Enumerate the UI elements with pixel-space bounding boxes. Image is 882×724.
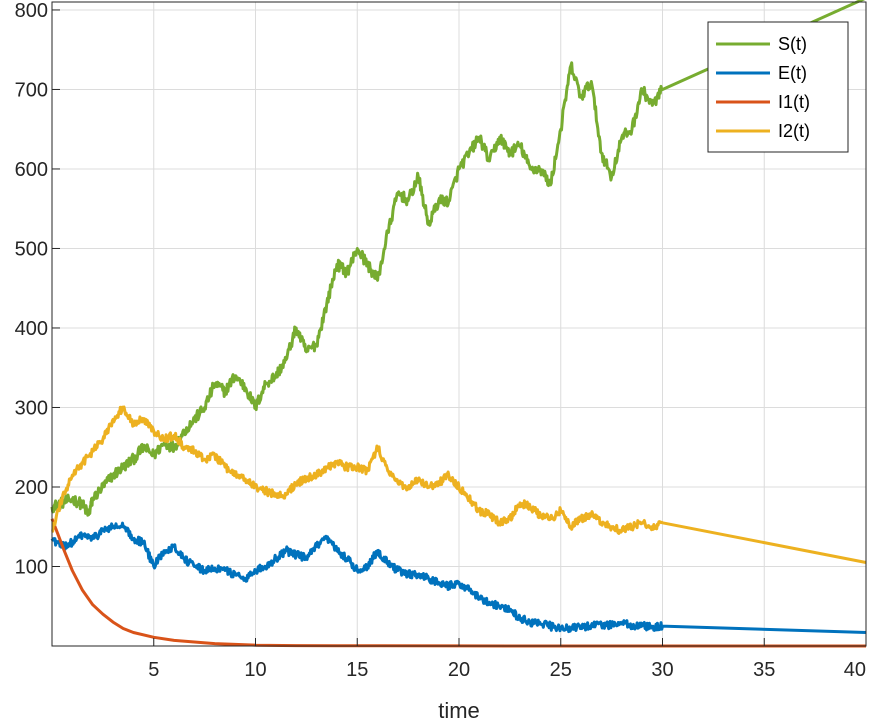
x-tick-label: 20 [448, 659, 470, 681]
x-tick-label: 10 [244, 659, 266, 681]
y-tick-label: 100 [15, 556, 48, 578]
x-axis-ticks: 5 10 15 20 25 30 35 40 [148, 638, 867, 681]
legend-label: I2(t) [778, 121, 810, 141]
x-tick-label: 30 [651, 659, 673, 681]
x-tick-label: 25 [550, 659, 572, 681]
legend: S(t) E(t) I1(t) I2(t) [707, 21, 849, 153]
x-tick-label: 35 [753, 659, 775, 681]
y-tick-label: 700 [15, 79, 48, 101]
legend-label: E(t) [778, 63, 807, 83]
series-line-4 [51, 405, 867, 564]
legend-label: S(t) [778, 34, 807, 54]
y-tick-label: 600 [15, 159, 48, 181]
x-tick-label: 40 [844, 659, 866, 681]
x-tick-label: 15 [346, 659, 368, 681]
series-line-2 [50, 521, 867, 634]
x-axis-label: time [438, 698, 480, 723]
legend-label: I1(t) [778, 92, 810, 112]
y-tick-label: 200 [15, 477, 48, 499]
y-tick-label: 800 [15, 0, 48, 22]
y-tick-label: 400 [15, 318, 48, 340]
y-tick-label: 500 [15, 238, 48, 260]
series-line-1 [50, 0, 866, 517]
x-tick-label: 5 [148, 659, 159, 681]
y-tick-label: 300 [15, 397, 48, 419]
y-axis-ticks: 100 200 300 400 500 600 700 800 [15, 0, 60, 578]
